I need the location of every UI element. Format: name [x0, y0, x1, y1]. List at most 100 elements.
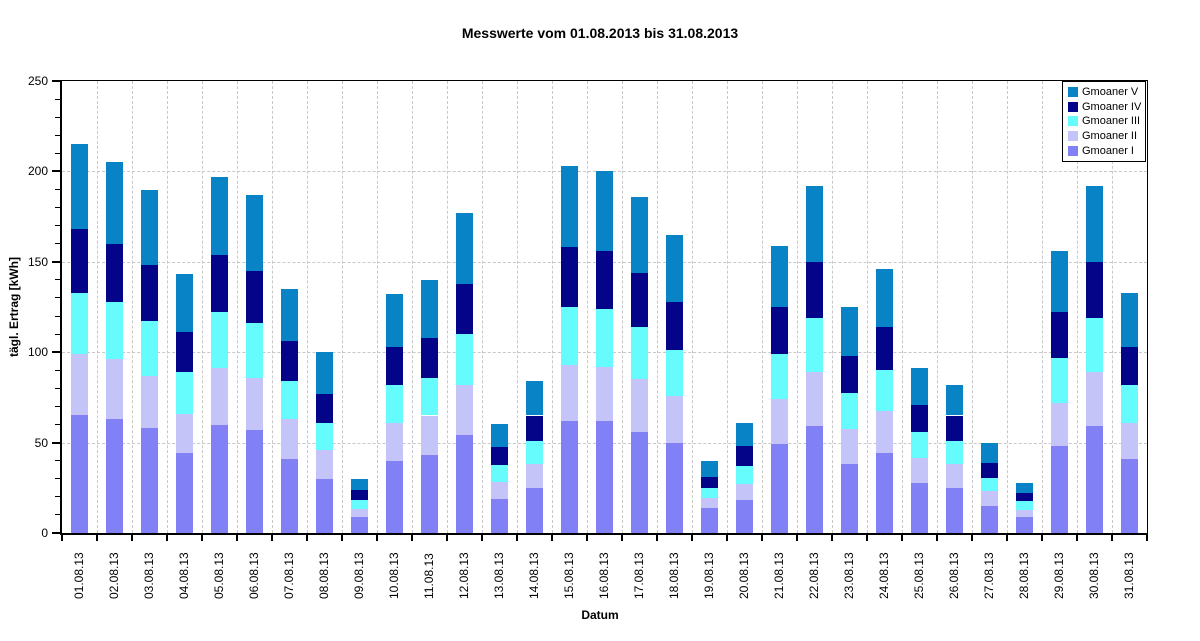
- bar-segment-gmoaner-ii: [876, 410, 893, 453]
- x-tick-label: 04.08.13: [177, 552, 191, 599]
- bar-segment-gmoaner-ii: [666, 395, 683, 443]
- v-gridline: [551, 81, 553, 533]
- bar-segment-gmoaner-i: [876, 452, 893, 533]
- x-tick-label: 12.08.13: [457, 552, 471, 599]
- bar-segment-gmoaner-ii: [106, 359, 123, 420]
- bar-segment-gmoaner-ii: [1051, 402, 1068, 447]
- v-gridline: [376, 81, 378, 533]
- v-gridline: [166, 81, 168, 533]
- bar-segment-gmoaner-i: [456, 435, 473, 533]
- bar-28.08.13: [1007, 81, 1042, 533]
- bar-segment-gmoaner-v: [771, 245, 788, 307]
- x-tick: [586, 535, 588, 541]
- v-gridline: [1111, 81, 1113, 533]
- x-tick-label: 01.08.13: [72, 552, 86, 599]
- y-tick-minor: [55, 369, 60, 371]
- bar-segment-gmoaner-v: [456, 213, 473, 284]
- bar-segment-gmoaner-i: [946, 487, 963, 533]
- bar-segment-gmoaner-iv: [316, 393, 333, 423]
- v-gridline: [236, 81, 238, 533]
- bar-segment-gmoaner-i: [701, 507, 718, 533]
- bar-segment-gmoaner-iii: [946, 440, 963, 465]
- plot-area: [60, 80, 1148, 535]
- bar-segment-gmoaner-v: [946, 384, 963, 416]
- bar-segment-gmoaner-v: [106, 162, 123, 244]
- bar-segment-gmoaner-v: [246, 194, 263, 271]
- x-tick: [936, 535, 938, 541]
- bar-segment-gmoaner-iii: [981, 477, 998, 492]
- x-tick: [1041, 535, 1043, 541]
- x-tick-label: 23.08.13: [842, 552, 856, 599]
- bar-segment-gmoaner-ii: [596, 366, 613, 421]
- x-tick: [376, 535, 378, 541]
- y-tick-minor: [55, 315, 60, 317]
- bar-05.08.13: [202, 81, 237, 533]
- x-tick: [516, 535, 518, 541]
- bar-segment-gmoaner-i: [141, 428, 158, 533]
- bar-02.08.13: [97, 81, 132, 533]
- x-tick: [96, 535, 98, 541]
- legend-label: Gmoaner I: [1082, 144, 1134, 157]
- bar-segment-gmoaner-iv: [246, 270, 263, 324]
- bar-segment-gmoaner-i: [246, 429, 263, 533]
- bar-segment-gmoaner-iii: [246, 323, 263, 378]
- v-gridline: [621, 81, 623, 533]
- v-gridline: [446, 81, 448, 533]
- y-tick-minor: [55, 387, 60, 389]
- bar-24.08.13: [867, 81, 902, 533]
- bar-segment-gmoaner-ii: [316, 449, 333, 479]
- x-tick-label: 27.08.13: [982, 552, 996, 599]
- v-gridline: [1006, 81, 1008, 533]
- x-tick-label: 09.08.13: [352, 552, 366, 599]
- legend-item-gmoaner-i: Gmoaner I: [1068, 143, 1145, 158]
- x-tick-label: 17.08.13: [632, 552, 646, 599]
- bar-segment-gmoaner-iv: [876, 326, 893, 371]
- x-tick: [61, 535, 63, 541]
- y-tick-minor: [55, 405, 60, 407]
- bar-segment-gmoaner-ii: [211, 368, 228, 425]
- bar-segment-gmoaner-ii: [1016, 509, 1033, 517]
- bar-segment-gmoaner-iii: [526, 440, 543, 465]
- bar-segment-gmoaner-iii: [1016, 501, 1033, 510]
- y-tick-minor: [55, 225, 60, 227]
- bar-segment-gmoaner-iv: [1086, 261, 1103, 318]
- x-tick: [901, 535, 903, 541]
- x-tick: [1146, 535, 1148, 541]
- v-gridline: [971, 81, 973, 533]
- bar-segment-gmoaner-iv: [946, 415, 963, 441]
- bar-segment-gmoaner-ii: [911, 457, 928, 484]
- bar-segment-gmoaner-ii: [1086, 372, 1103, 427]
- x-tick: [551, 535, 553, 541]
- y-tick-label: 0: [41, 526, 48, 540]
- v-gridline: [306, 81, 308, 533]
- bar-segment-gmoaner-v: [281, 288, 298, 342]
- bar-segment-gmoaner-ii: [841, 429, 858, 465]
- legend-swatch-icon: [1068, 101, 1078, 112]
- bar-segment-gmoaner-iii: [386, 384, 403, 423]
- legend-label: Gmoaner IV: [1082, 100, 1142, 113]
- y-tick-minor: [55, 98, 60, 100]
- v-gridline: [726, 81, 728, 533]
- bar-segment-gmoaner-i: [71, 415, 88, 533]
- v-gridline: [516, 81, 518, 533]
- bar-segment-gmoaner-ii: [806, 372, 823, 427]
- x-tick: [341, 535, 343, 541]
- x-tick-label: 18.08.13: [667, 552, 681, 599]
- bar-segment-gmoaner-ii: [491, 482, 508, 499]
- bar-segment-gmoaner-iii: [806, 317, 823, 373]
- bar-segment-gmoaner-ii: [981, 491, 998, 506]
- legend-swatch-icon: [1068, 131, 1078, 142]
- bar-segment-gmoaner-v: [211, 176, 228, 255]
- bar-segment-gmoaner-v: [666, 234, 683, 302]
- v-gridline: [901, 81, 903, 533]
- bar-segment-gmoaner-iv: [71, 229, 88, 293]
- v-gridline: [1041, 81, 1043, 533]
- legend-label: Gmoaner III: [1082, 115, 1141, 128]
- bar-segment-gmoaner-i: [1086, 426, 1103, 533]
- bar-segment-gmoaner-i: [596, 420, 613, 533]
- y-tick-minor: [55, 152, 60, 154]
- bar-segment-gmoaner-iv: [736, 446, 753, 467]
- v-gridline: [96, 81, 98, 533]
- v-gridline: [131, 81, 133, 533]
- bar-08.08.13: [307, 81, 342, 533]
